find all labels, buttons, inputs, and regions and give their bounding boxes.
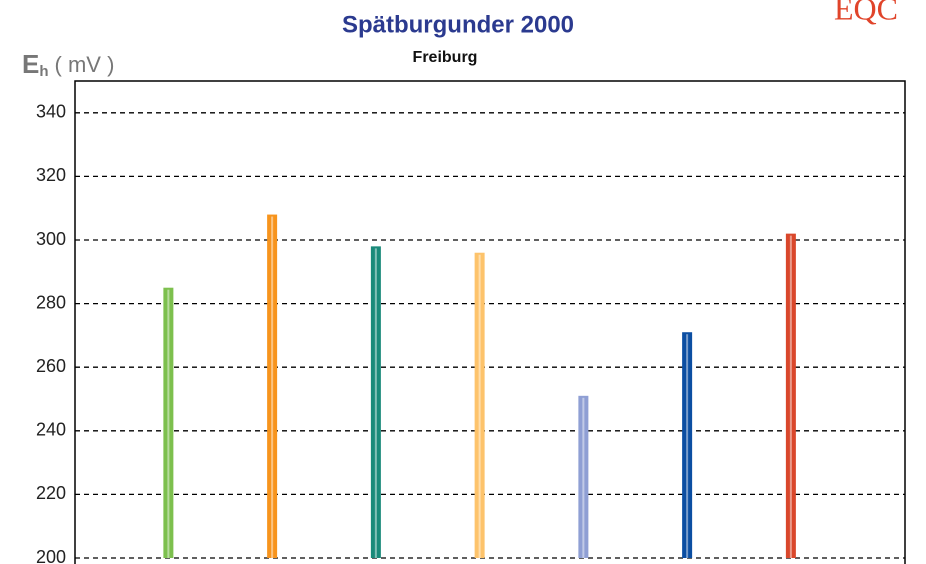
y-tick-label: 200 xyxy=(36,547,66,564)
bar-highlight xyxy=(789,235,792,558)
y-tick-label: 320 xyxy=(36,165,66,185)
bar xyxy=(474,252,485,558)
bar xyxy=(578,395,589,558)
y-tick-label: 260 xyxy=(36,356,66,376)
bar-highlight xyxy=(271,216,274,558)
y-axis-label: Eh ( mV ) xyxy=(22,49,114,80)
y-label-subscript: h xyxy=(39,63,48,80)
bar-highlight xyxy=(686,334,689,558)
bar-highlight xyxy=(478,254,481,558)
bar xyxy=(682,332,693,558)
bar-highlight xyxy=(582,397,585,558)
bar-highlight xyxy=(374,248,377,559)
y-tick-label: 340 xyxy=(36,102,66,122)
chart-subtitle: Freiburg xyxy=(413,49,478,66)
bar xyxy=(163,287,174,558)
y-tick-label: 220 xyxy=(36,483,66,503)
bar-highlight xyxy=(167,289,170,558)
plot-area xyxy=(74,80,906,564)
logo: EQC xyxy=(834,0,898,26)
y-label-symbol: E xyxy=(22,49,39,79)
y-tick-label: 240 xyxy=(36,420,66,440)
bar xyxy=(267,214,278,558)
y-tick-label: 300 xyxy=(36,229,66,249)
y-tick-label: 280 xyxy=(36,292,66,312)
y-label-unit: ( mV ) xyxy=(55,52,115,77)
bar xyxy=(370,246,381,559)
bar xyxy=(785,233,796,558)
chart-title: Spätburgunder 2000 xyxy=(342,11,574,38)
